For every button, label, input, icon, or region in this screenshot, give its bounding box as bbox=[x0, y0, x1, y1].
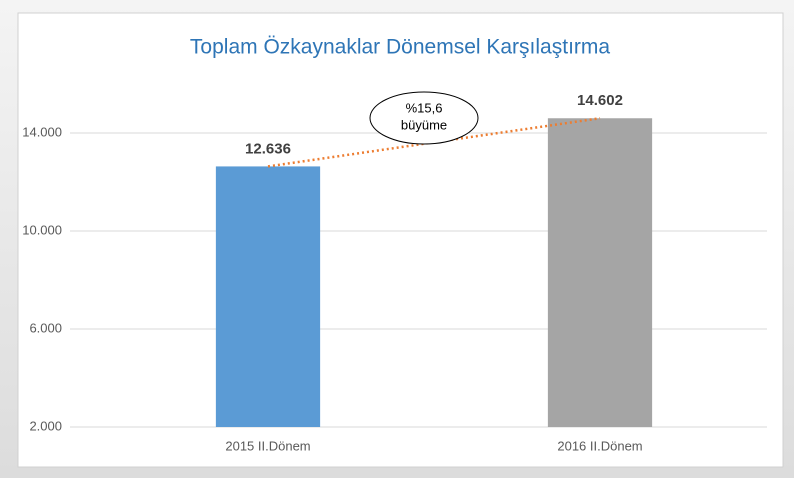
y-tick-label: 14.000 bbox=[22, 124, 62, 139]
y-tick-label: 6.000 bbox=[29, 320, 62, 335]
bar bbox=[547, 118, 653, 427]
annotation-bubble bbox=[369, 91, 479, 145]
chart-title: Toplam Özkaynaklar Dönemsel Karşılaştırm… bbox=[190, 36, 610, 59]
annotation-text: %15,6 bbox=[406, 100, 443, 115]
annotation-text: büyüme bbox=[401, 117, 447, 132]
x-tick-label: 2016 II.Dönem bbox=[557, 438, 642, 453]
y-tick-label: 10.000 bbox=[22, 222, 62, 237]
data-label: 12.636 bbox=[245, 140, 291, 157]
y-tick-label: 2.000 bbox=[29, 418, 62, 433]
data-label: 14.602 bbox=[577, 92, 623, 109]
chart-panel bbox=[17, 12, 784, 468]
trendline bbox=[267, 117, 601, 168]
x-tick-label: 2015 II.Dönem bbox=[225, 438, 310, 453]
bar bbox=[215, 166, 321, 427]
